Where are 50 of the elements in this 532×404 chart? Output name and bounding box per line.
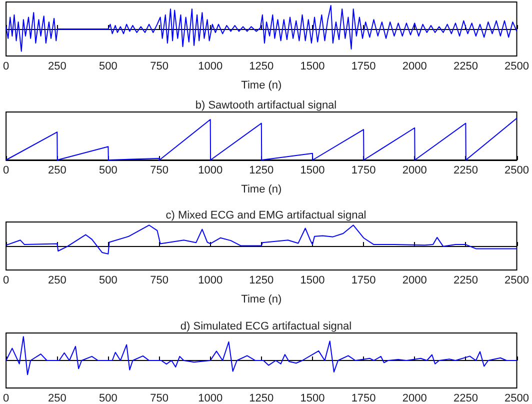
x-tick-label: 2250 bbox=[453, 164, 478, 176]
x-tick-label: 1250 bbox=[249, 164, 274, 176]
x-tick-label: 750 bbox=[150, 164, 168, 176]
x-tick-label: 2000 bbox=[402, 274, 427, 286]
x-tick-label: 750 bbox=[150, 274, 168, 286]
x-tick-label: 1500 bbox=[300, 392, 325, 404]
x-tick-label: 1750 bbox=[351, 60, 376, 72]
x-tick-label: 2000 bbox=[402, 392, 427, 404]
x-tick-label: 500 bbox=[99, 60, 118, 72]
x-tick-label: 2500 bbox=[504, 392, 530, 404]
x-tick-label: 1500 bbox=[300, 164, 325, 176]
chart-title: b) Sawtooth artifactual signal bbox=[195, 100, 337, 112]
x-tick-label: 1500 bbox=[300, 274, 325, 286]
x-tick-label: 2250 bbox=[453, 274, 478, 286]
x-tick-label: 500 bbox=[99, 274, 118, 286]
x-tick-label: 1500 bbox=[300, 60, 325, 72]
x-tick-label: 500 bbox=[99, 164, 118, 176]
x-tick-label: 250 bbox=[48, 274, 66, 286]
chart-title: c) Mixed ECG and EMG artifactual signal bbox=[166, 210, 366, 222]
x-tick-label: 250 bbox=[48, 392, 66, 404]
x-tick-label: 1250 bbox=[249, 60, 274, 72]
x-tick-label: 1250 bbox=[249, 392, 274, 404]
x-tick-label: 1000 bbox=[198, 392, 223, 404]
x-tick-label: 1000 bbox=[198, 164, 223, 176]
x-tick-label: 2250 bbox=[453, 392, 478, 404]
x-tick-label: 750 bbox=[150, 60, 168, 72]
x-tick-label: 1000 bbox=[198, 60, 223, 72]
x-tick-label: 0 bbox=[2, 274, 10, 286]
x-tick-label: 2500 bbox=[504, 60, 530, 72]
x-axis-title: Time (n) bbox=[241, 294, 282, 306]
x-tick-label: 1750 bbox=[351, 392, 376, 404]
x-tick-label: 750 bbox=[150, 392, 168, 404]
x-axis-title: Time (n) bbox=[241, 184, 282, 196]
x-tick-label: 500 bbox=[99, 392, 118, 404]
x-tick-label: 0 bbox=[2, 392, 10, 404]
x-tick-label: 2500 bbox=[504, 274, 530, 286]
x-tick-label: 2000 bbox=[402, 60, 427, 72]
x-tick-label: 2250 bbox=[453, 60, 478, 72]
x-tick-label: 1250 bbox=[249, 274, 274, 286]
x-axis-title: Time (n) bbox=[241, 80, 282, 92]
x-tick-label: 250 bbox=[48, 60, 66, 72]
x-tick-label: 2000 bbox=[402, 164, 427, 176]
x-tick-label: 1750 bbox=[351, 164, 376, 176]
x-tick-label: 0 bbox=[2, 60, 10, 72]
x-tick-label: 250 bbox=[48, 164, 66, 176]
x-tick-label: 2500 bbox=[504, 164, 530, 176]
chart-title: d) Simulated ECG artifactual signal bbox=[180, 320, 352, 332]
x-tick-label: 1000 bbox=[198, 274, 223, 286]
x-tick-label: 1750 bbox=[351, 274, 376, 286]
x-tick-label: 0 bbox=[2, 164, 10, 176]
